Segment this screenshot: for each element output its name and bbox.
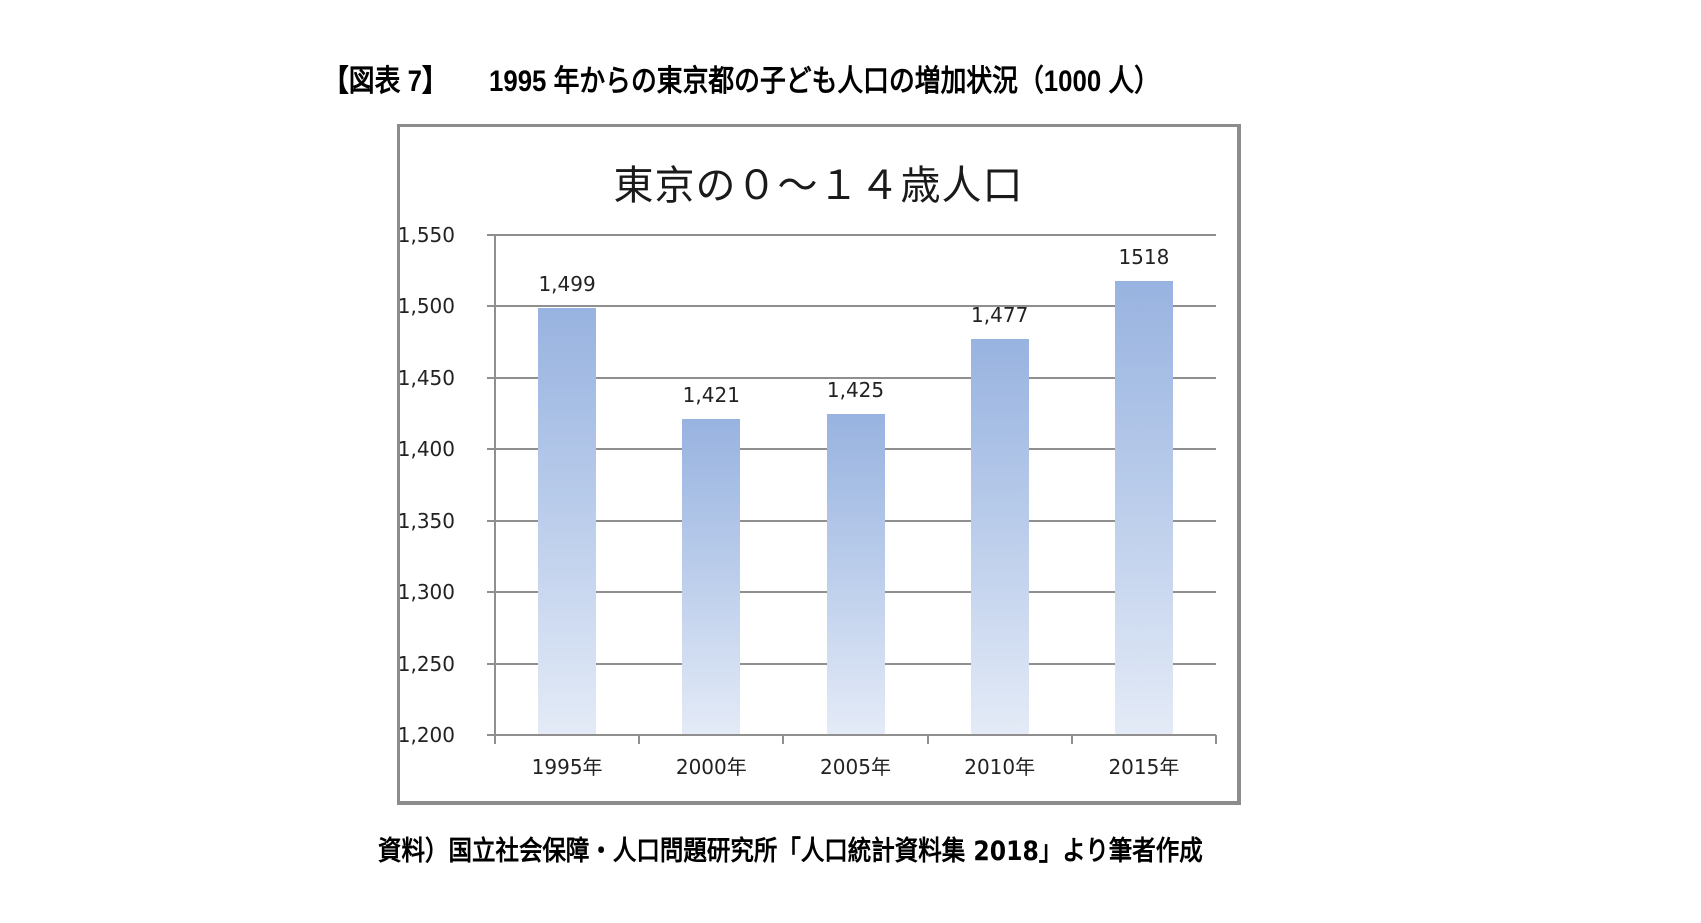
x-tick-label: 2005年 (820, 755, 891, 779)
chart-title: 東京の０～１４歳人口 (613, 163, 1024, 209)
data-label: 1518 (1118, 244, 1170, 269)
figure-caption: 1995 年からの東京都の子ども人口の増加状況（1000 人） (489, 65, 1160, 98)
figure-tag: 【図表 7】 (323, 65, 448, 98)
x-tick (1215, 735, 1217, 744)
x-axis (487, 734, 1216, 736)
chart-frame: 東京の０～１４歳人口 1,200 1,250 1,300 1,350 1,400 1,45… (397, 124, 1241, 805)
y-tick-label: 1,400 (397, 437, 455, 462)
figure-title: 【図表 7】 1995 年からの東京都の子ども人口の増加状況（1000 人） (323, 56, 1160, 100)
y-tick-label: 1,300 (397, 580, 455, 605)
x-tick-label: 2010年 (964, 755, 1036, 779)
y-tick-label: 1,550 (397, 223, 455, 247)
x-tick-label: 2000年 (675, 755, 747, 779)
y-tick-label: 1,250 (397, 651, 455, 676)
y-tick-label: 1,350 (397, 508, 455, 533)
bar-2005年 (826, 413, 885, 735)
y-axis (494, 235, 496, 744)
bar-2000年 (682, 419, 741, 735)
data-label: 1,499 (538, 271, 596, 296)
x-tick (494, 735, 496, 744)
y-tick-label: 1,200 (397, 723, 455, 747)
x-tick (1070, 735, 1073, 744)
x-tick-label: 1995年 (531, 755, 603, 779)
data-label: 1,477 (971, 303, 1029, 328)
bar-2015年 (1114, 280, 1173, 735)
y-tick-label: 1,500 (397, 294, 455, 319)
x-tick-label: 2015年 (1108, 755, 1180, 779)
x-tick (926, 735, 929, 744)
bar-1995年 (538, 307, 597, 735)
gridline (487, 376, 1216, 379)
bar-2010年 (970, 339, 1029, 735)
data-label: 1,421 (682, 383, 740, 408)
x-tick (638, 735, 641, 744)
source-note: 資料）国立社会保障・人口問題研究所「人口統計資料集 2018」より筆者作成 (378, 836, 1203, 867)
gridline (487, 234, 1216, 236)
y-tick-label: 1,450 (397, 365, 455, 390)
gridline (487, 305, 1216, 308)
data-label: 1,425 (826, 377, 885, 402)
x-tick (782, 735, 785, 744)
plot-area: 1,200 1,250 1,300 1,350 1,400 1,450 1,500 1,550… (398, 127, 1237, 801)
